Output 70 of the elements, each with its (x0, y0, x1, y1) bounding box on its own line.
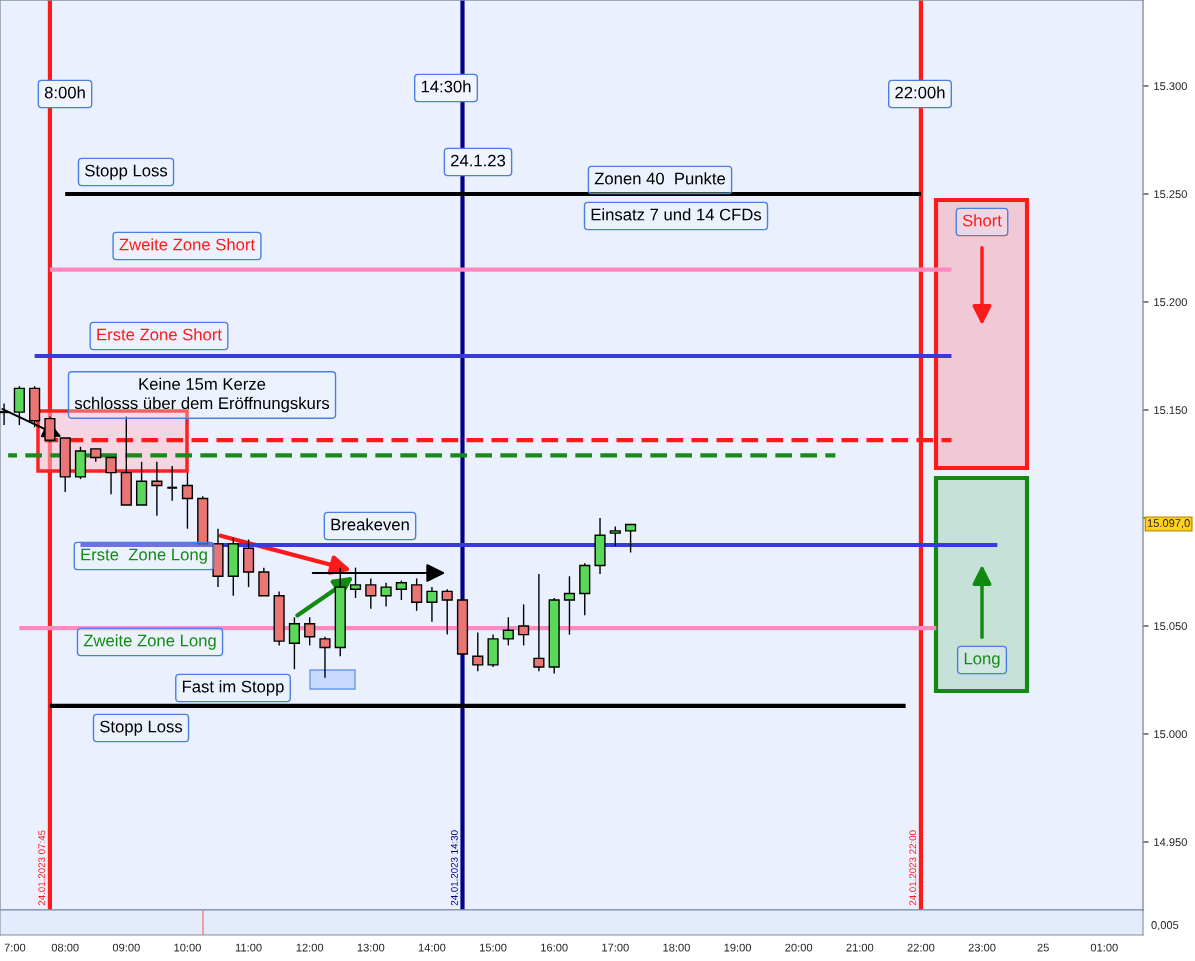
x-tick-label: 10:00 (174, 943, 201, 952)
candlestick (441, 588, 453, 636)
candlestick (395, 579, 407, 601)
candlestick (563, 575, 576, 636)
x-tick-label: 17:00 (602, 943, 629, 952)
x-tick-label: 09:00 (112, 943, 140, 952)
candlestick (625, 523, 637, 554)
annotation: Fast im Stopp (182, 680, 284, 696)
x-tick-label: 21:00 (846, 943, 874, 952)
ref-line-label: 24.01.2023 14:30 (450, 830, 458, 906)
annotation: Zweite Zone Short (119, 238, 255, 251)
candlestick (472, 631, 484, 673)
y-tick-label: 15.000 (1154, 730, 1187, 739)
annotation: Zonen 40 Punkte (594, 172, 726, 185)
x-tick-label: 11:00 (235, 943, 262, 952)
x-tick-label: 14:00 (418, 943, 446, 952)
ref-line-label: 24.01.2023 22:00 (909, 830, 917, 906)
candlestick (166, 465, 179, 502)
candlestick (380, 582, 392, 608)
x-tick-label: 20:00 (785, 943, 813, 952)
y-tick-label: 15.300 (1154, 82, 1187, 91)
annotation: Erste Zone Long (81, 548, 207, 564)
x-tick-label: 13:00 (357, 943, 385, 952)
candlestick (365, 577, 377, 610)
x-tick-label: 23:00 (968, 943, 996, 952)
x-tick-label: 19:00 (724, 943, 752, 952)
annotation: Keine 15m Kerze schlosss über dem Eröffnungskurs (74, 377, 330, 413)
candlestick (518, 603, 530, 647)
x-tick-label: 15:00 (480, 943, 507, 952)
candlestick (181, 471, 194, 530)
annotation: Stopp Loss (100, 720, 183, 736)
ref-line-label: 24.01.2023 07:45 (38, 830, 46, 906)
x-tick-label: 01:00 (1090, 943, 1118, 952)
x-tick-label: 16:00 (541, 943, 568, 952)
candlestick (609, 525, 621, 547)
candlestick (288, 616, 300, 670)
candlestick (533, 573, 545, 673)
y-tick-label: 15.150 (1154, 406, 1187, 415)
annotation: 8:00h (44, 86, 85, 99)
candlestick (242, 538, 255, 588)
annotation: 24.1.23 (451, 154, 506, 167)
candlestick (105, 456, 117, 495)
candlestick (304, 616, 316, 647)
annotation: Zweite Zone Long (83, 634, 216, 650)
candlestick (502, 616, 514, 647)
candlestick (258, 566, 270, 597)
x-tick-label: 25 (1037, 943, 1049, 952)
y-tick-label: 14.950 (1154, 838, 1187, 847)
candlestick (426, 586, 438, 623)
x-tick-label: 22:00 (907, 943, 935, 952)
annotation: 14:30h (421, 80, 471, 93)
candlestick (411, 577, 423, 612)
annotation: Stopp Loss (85, 164, 168, 180)
y-tick-label: 15.250 (1154, 190, 1187, 199)
x-tick-label: 18:00 (663, 943, 690, 952)
x-tick-label: 08:00 (51, 943, 79, 952)
annotation: Short (962, 214, 1002, 227)
y-tick-label: 15.200 (1154, 298, 1187, 307)
candlestick (319, 636, 331, 679)
y-tick-label: 15.050 (1154, 622, 1187, 631)
annotation: Einsatz 7 und 14 CFDs (591, 208, 762, 221)
text: 15.097,0 (1147, 519, 1190, 529)
annotation: 22:00h (895, 86, 945, 99)
candlestick (136, 461, 148, 506)
annotation: Long (964, 652, 1000, 668)
x-tick-label: 12:00 (296, 943, 324, 952)
annotation: Erste Zone Short (97, 328, 222, 341)
annotation: Breakeven (331, 518, 409, 531)
x-tick-label: 7:00 (4, 943, 26, 952)
text: 0,005 (1151, 921, 1179, 931)
